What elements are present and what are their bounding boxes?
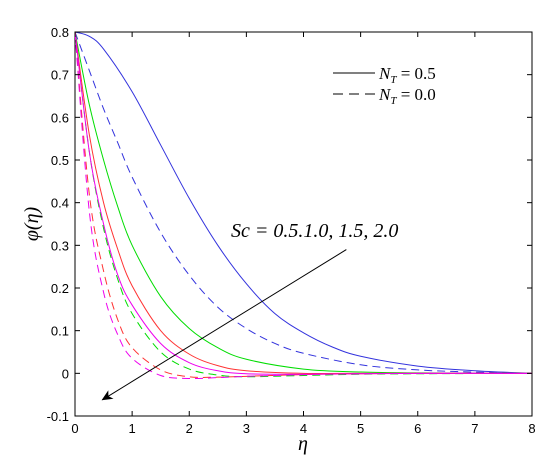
x-tick-label: 3 [243, 421, 250, 436]
x-tick-label: 1 [129, 421, 136, 436]
plot-area [74, 31, 533, 417]
y-tick-label: 0.8 [51, 25, 69, 40]
x-tick-label: 5 [357, 421, 364, 436]
series-line-0 [74, 31, 533, 374]
sc-annotation: Sc = 0.5.1.0, 1.5, 2.0 [231, 220, 398, 242]
y-tick-label: -0.1 [47, 409, 69, 424]
y-tick-label: 0.3 [51, 238, 69, 253]
y-tick-label: 0.6 [51, 110, 69, 125]
tick-layer: 0 1 2 3 4 5 6 7 8-0.100.10.20.30.40.50.60.70.8 [47, 25, 536, 436]
x-tick-label: 2 [186, 421, 193, 436]
series-layer [74, 31, 533, 380]
y-tick-label: 0.4 [51, 196, 69, 211]
annotation-arrow [101, 249, 347, 401]
x-tick-label: 8 [528, 421, 535, 436]
series-line-7 [74, 31, 533, 380]
y-tick-label: 0.7 [51, 68, 69, 83]
y-tick-label: 0.5 [51, 153, 69, 168]
x-tick-label: 7 [471, 421, 478, 436]
series-line-2 [74, 31, 533, 374]
x-tick-label: 4 [300, 421, 307, 436]
series-line-1 [74, 31, 533, 374]
y-tick-label: 0.1 [51, 324, 69, 339]
y-axis-label: φ(η) [21, 207, 43, 242]
legend: NT = 0.5 NT = 0.0 [333, 64, 436, 107]
x-axis-label: η [298, 433, 308, 455]
x-tick-label: 0 [71, 421, 78, 436]
y-tick-label: 0.2 [51, 281, 69, 296]
legend-entry-solid: NT = 0.5 [378, 64, 436, 86]
y-tick-label: 0 [62, 366, 69, 381]
legend-entry-dashed: NT = 0.0 [378, 85, 436, 107]
x-tick-label: 6 [414, 421, 421, 436]
